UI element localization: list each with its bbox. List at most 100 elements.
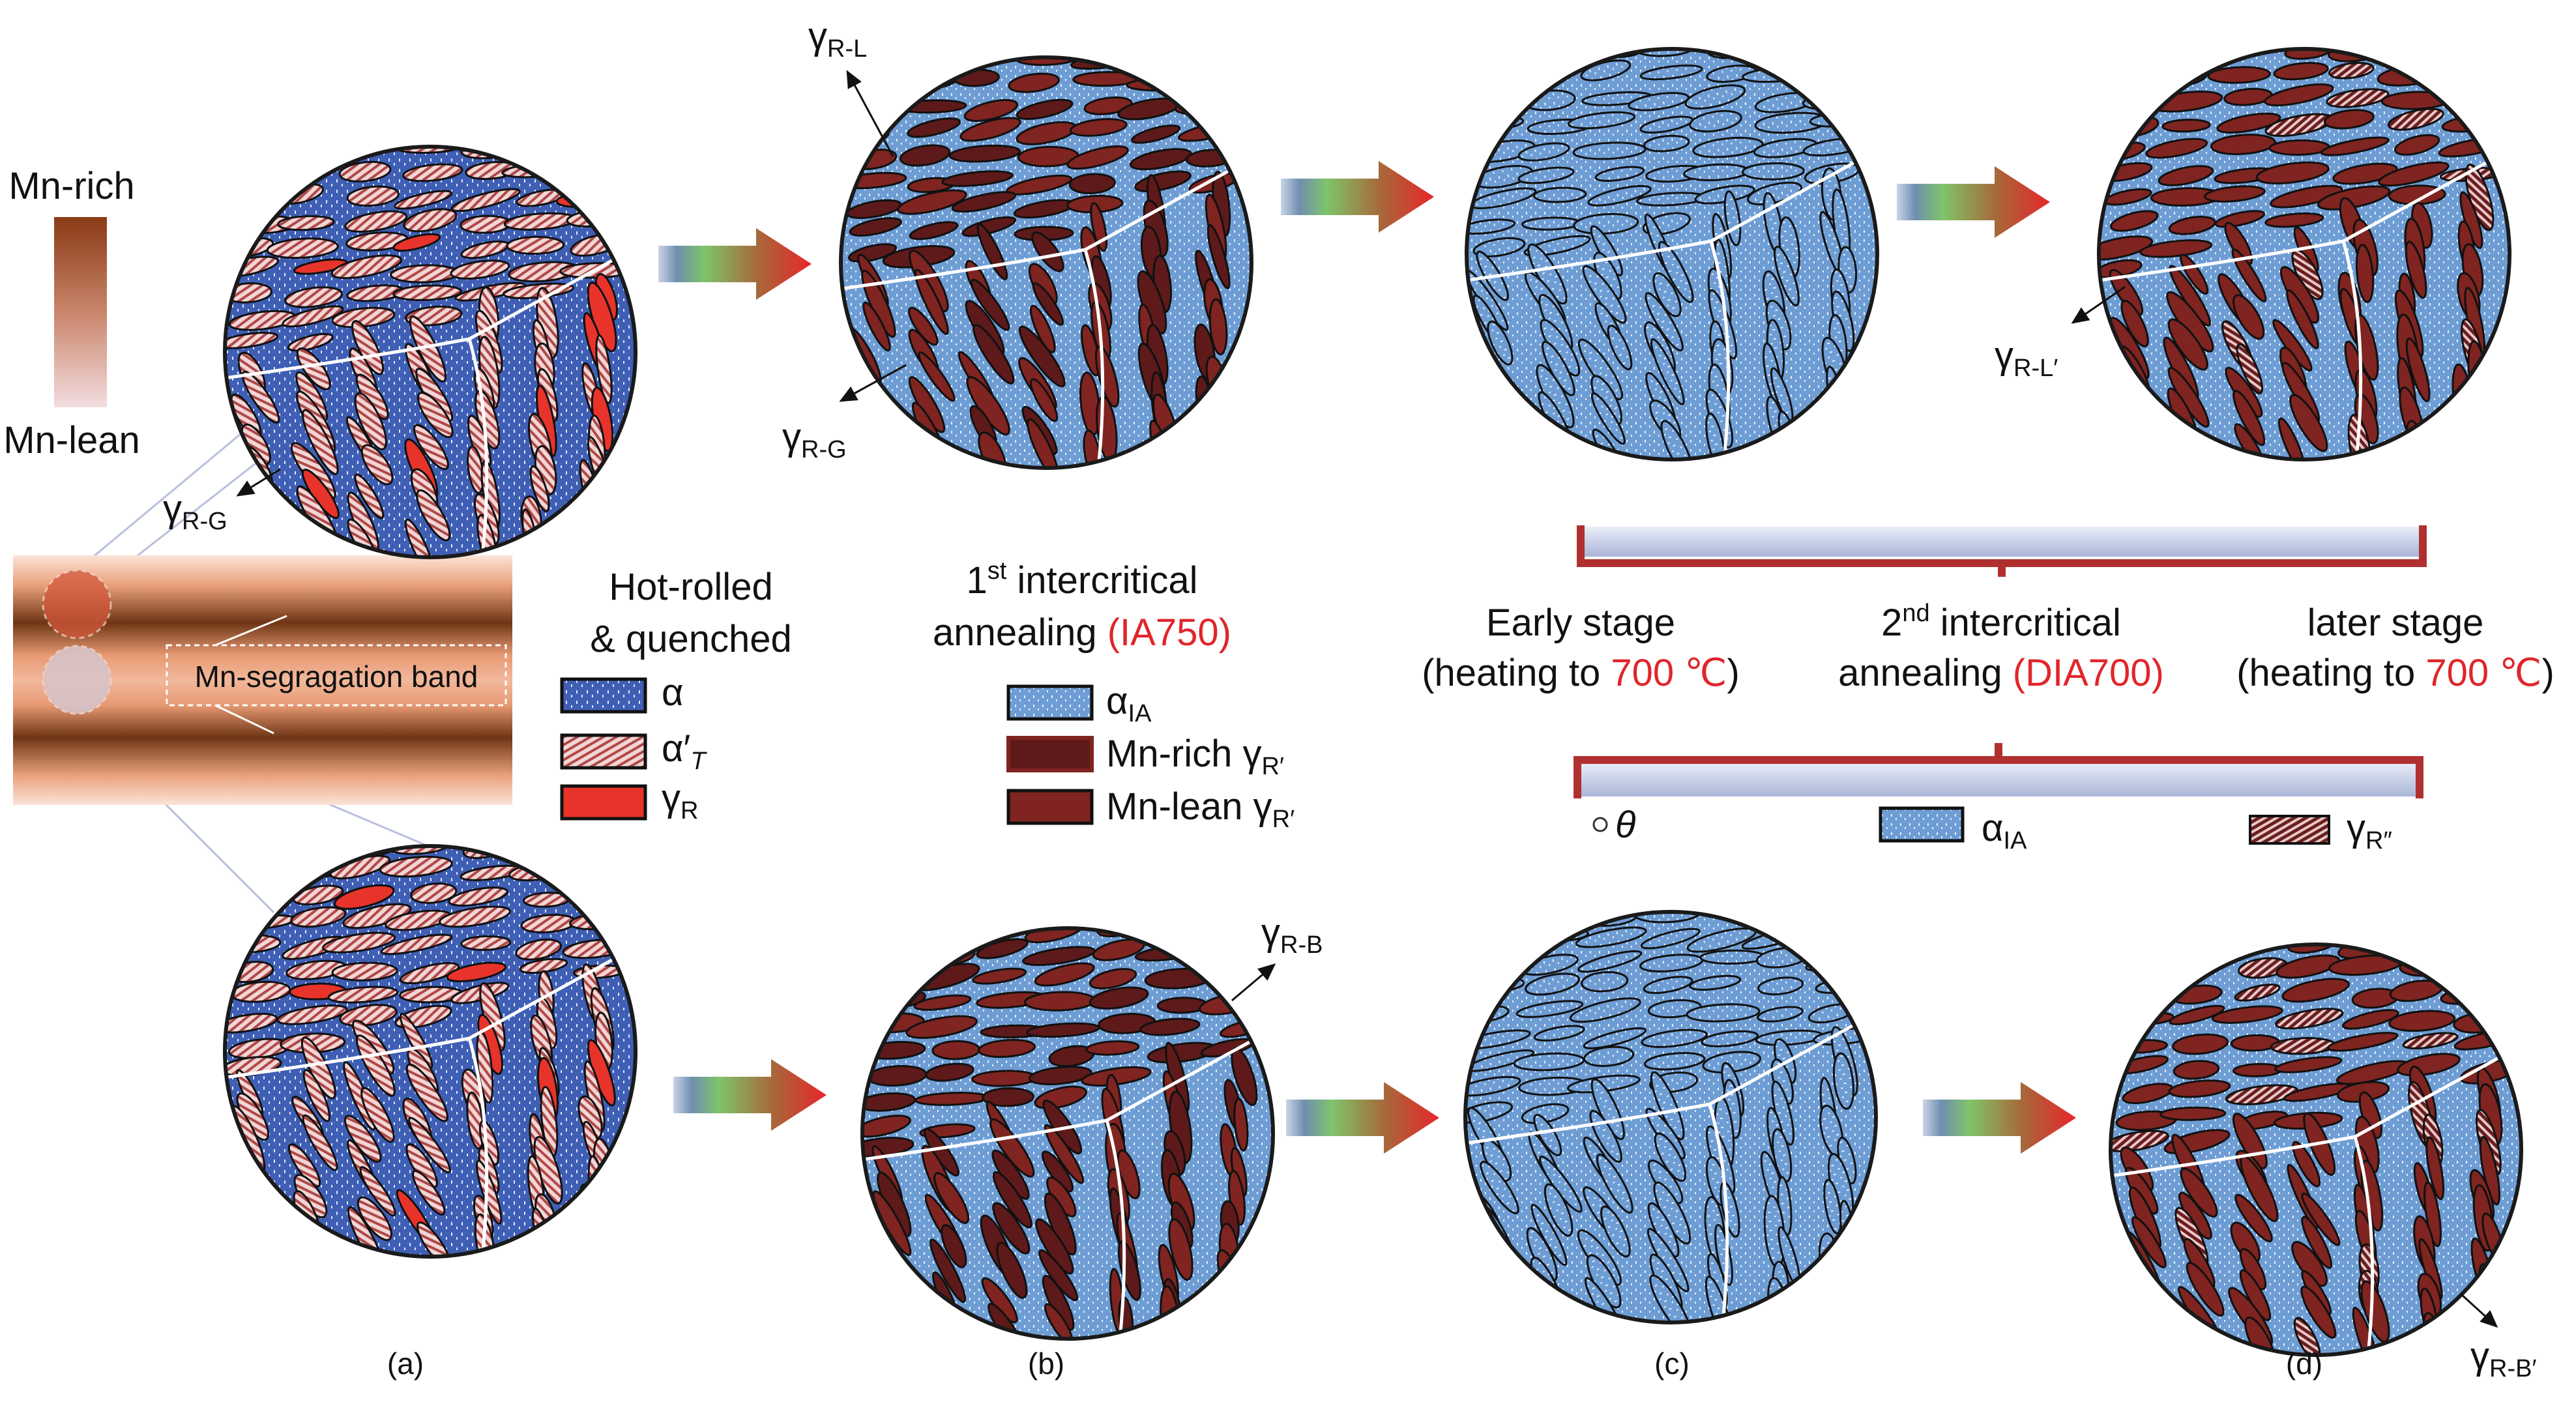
grain [1139, 1017, 1201, 1036]
grain [276, 1004, 348, 1025]
grain [2518, 214, 2551, 277]
grain [1742, 162, 1805, 181]
grain [240, 1190, 285, 1252]
grain [346, 185, 400, 207]
grain [615, 187, 636, 213]
grain [961, 216, 1017, 237]
grain [2169, 265, 2212, 327]
grain [1131, 124, 1181, 144]
grain [1281, 1132, 1304, 1178]
grain [970, 278, 1010, 331]
grain [1874, 1251, 1903, 1309]
grain [2172, 1033, 2229, 1055]
grain [2342, 1009, 2399, 1030]
grain [1277, 1057, 1298, 1103]
micrograph-outline [860, 926, 1275, 1341]
grain [645, 1111, 668, 1169]
grain [2524, 283, 2552, 356]
grain [1826, 366, 1843, 422]
grain [2490, 111, 2510, 131]
grain [1876, 1201, 1899, 1258]
grain [1870, 114, 1877, 132]
mn-gradient-bar [54, 217, 107, 407]
grain [1890, 1178, 1908, 1240]
grain [417, 391, 454, 439]
grain [634, 913, 636, 932]
grain [327, 986, 399, 1004]
grain [1066, 145, 1129, 170]
micrograph-outline [1465, 47, 1879, 461]
grain [1873, 1027, 1907, 1100]
grain [1596, 1153, 1633, 1214]
grain [978, 1038, 1036, 1059]
micrograph-a-bottom [223, 844, 687, 1259]
grain [1254, 190, 1285, 264]
grain [2159, 1106, 2227, 1121]
micrograph-outline [839, 55, 1253, 470]
grain [1879, 65, 1931, 81]
grain [908, 306, 939, 346]
grain [862, 301, 891, 352]
grain [1268, 969, 1273, 991]
grain [1274, 1302, 1299, 1354]
grain [1701, 1030, 1759, 1047]
grain [1248, 322, 1251, 390]
grain [402, 163, 463, 183]
grain [1743, 49, 1815, 53]
grain [475, 1160, 503, 1225]
grain [1628, 92, 1690, 111]
grain [1872, 924, 1876, 944]
micrograph-d-bottom [2109, 942, 2553, 1357]
grain [1772, 1128, 1793, 1183]
gamma-rl-label-b: γR-L [808, 15, 867, 63]
micrograph-outline [223, 844, 637, 1259]
grain [1590, 392, 1626, 445]
grain [1068, 173, 1116, 194]
grain [446, 961, 507, 983]
grain [2523, 1156, 2553, 1229]
grain [2492, 90, 2510, 110]
second-ia-legend [1592, 806, 2330, 845]
grain [635, 1045, 658, 1091]
grain [331, 961, 398, 982]
grain [1587, 184, 1652, 207]
grain [408, 1117, 451, 1174]
grain [1517, 142, 1570, 162]
grain [1877, 247, 1906, 295]
grain [1823, 1178, 1842, 1234]
grain [1467, 88, 1525, 109]
grain [2289, 394, 2328, 452]
grain-boundary [2111, 1044, 2521, 1355]
grain [2274, 1008, 2344, 1030]
second-ia-title-1: 2nd intercritical [1881, 600, 2121, 644]
grain [2326, 88, 2390, 108]
grain [640, 1179, 674, 1249]
grain [2116, 420, 2149, 460]
grain [907, 117, 961, 138]
grain [1208, 298, 1228, 356]
micrograph-d-top [2097, 47, 2552, 461]
grain [636, 882, 687, 907]
grain [2273, 62, 2329, 81]
grain [1867, 89, 1877, 111]
grain [2239, 1269, 2272, 1321]
grain [1600, 1205, 1631, 1258]
grain [1534, 49, 1582, 64]
grain [2504, 944, 2521, 957]
grain [287, 1143, 321, 1188]
panel-label-a: (a) [387, 1347, 424, 1380]
grain [225, 332, 279, 349]
grain [410, 883, 458, 904]
grain [2111, 944, 2155, 954]
grain [616, 147, 636, 154]
grain [2509, 269, 2543, 327]
gamma-rb-label-b: γR-B [1261, 911, 1323, 959]
grain [2510, 986, 2521, 1007]
grain [2387, 108, 2444, 131]
grain [2264, 83, 2334, 107]
grain [2450, 49, 2504, 53]
grain [1895, 1152, 1916, 1216]
grain [1129, 57, 1202, 72]
grain [1177, 70, 1247, 94]
